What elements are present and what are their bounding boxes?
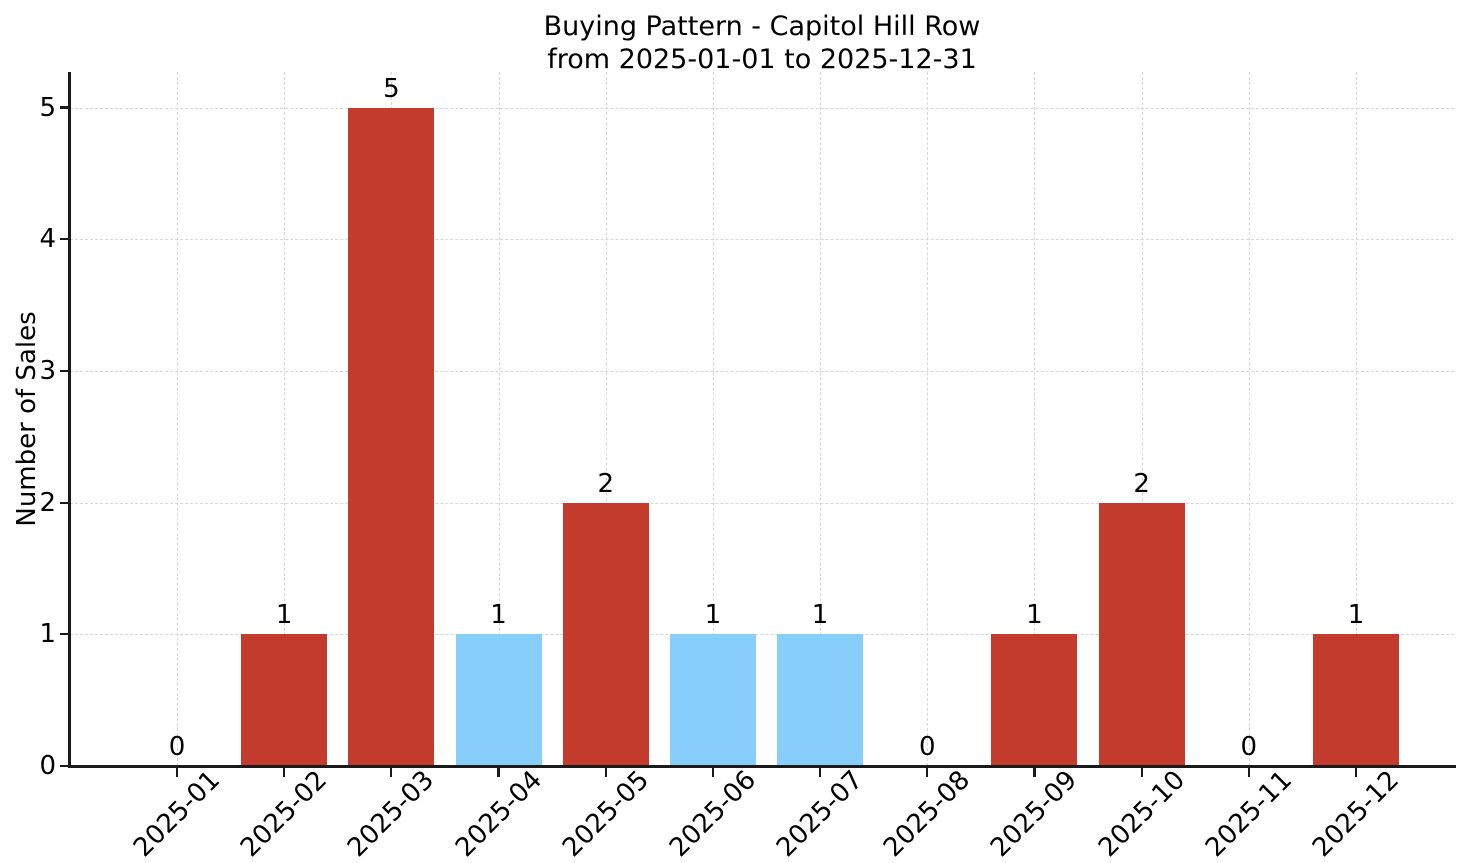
bar-2025-12 [1312,634,1399,766]
grid-line-horizontal [70,502,1454,504]
x-axis-tick [1354,767,1358,777]
grid-line-vertical [927,72,929,766]
grid-line-vertical [1355,72,1357,766]
chart-title-line1: Buying Pattern - Capitol Hill Row [543,11,981,42]
x-axis-tick [926,767,929,777]
x-tick-label: 2025-01 [127,764,227,863]
y-axis-tick [60,369,70,373]
x-tick-label: 2025-10 [1092,764,1191,863]
x-axis-tick [1033,767,1036,777]
chart-title: Buying Pattern - Capitol Hill Row from 2… [70,10,1454,76]
y-tick-label: 2 [39,487,56,518]
grid-line-vertical [498,72,500,766]
y-axis-tick [60,633,70,636]
bar-2025-03 [348,107,435,766]
grid-line-vertical [605,72,607,766]
grid-line-horizontal [70,370,1454,372]
x-axis-tick [1140,767,1143,777]
x-axis-tick [1247,767,1250,777]
x-axis-spine [68,765,1456,768]
x-tick-label: 2025-03 [342,764,441,863]
x-axis-tick [175,767,179,777]
grid-line-vertical [1248,72,1250,766]
y-axis-tick [60,501,70,504]
bar-value-label: 1 [490,600,507,631]
grid-line-horizontal [70,239,1454,241]
y-tick-label: 3 [39,355,56,386]
bar-value-label: 0 [918,732,936,762]
bar-value-label: 1 [1347,600,1365,631]
y-tick-label: 4 [39,224,56,255]
x-axis-tick [711,767,714,777]
x-axis-tick [390,767,393,777]
x-axis-tick [818,767,822,777]
y-axis-tick [60,764,70,768]
bar-value-label: 1 [275,600,293,631]
x-tick-label: 2025-09 [985,764,1084,863]
grid-line-horizontal [70,107,1454,109]
y-tick-label: 0 [39,751,56,781]
y-axis-tick [60,238,70,241]
x-tick-label: 2025-12 [1306,764,1405,863]
x-axis-tick [604,767,607,777]
chart-title-line2: from 2025-01-01 to 2025-12-31 [547,44,977,75]
x-tick-label: 2025-06 [663,764,762,863]
x-tick-label: 2025-02 [235,764,334,863]
grid-line-vertical [177,72,178,766]
y-tick-label: 1 [39,619,56,650]
grid-line-horizontal [70,634,1454,636]
x-tick-label: 2025-07 [771,764,870,863]
x-tick-label: 2025-04 [449,764,548,863]
bar-2025-04 [455,634,542,766]
y-tick-label: 5 [39,92,56,123]
grid-line-vertical [1034,72,1036,766]
grid-line-vertical [1141,72,1143,766]
bar-2025-10 [1098,502,1185,766]
bar-value-label: 5 [383,73,400,104]
bar-2025-06 [669,634,756,766]
bar-2025-05 [562,502,649,766]
x-tick-label: 2025-05 [556,764,655,863]
x-tick-label: 2025-11 [1199,764,1298,863]
bar-2025-07 [777,634,864,766]
bar-value-label: 2 [597,468,614,499]
grid-line-vertical [284,72,286,766]
grid-line-vertical [712,72,714,766]
y-axis-tick [60,106,70,109]
bar-value-label: 2 [1133,468,1150,499]
bar-value-label: 0 [168,732,186,762]
x-axis-tick [283,767,286,777]
bar-2025-02 [241,634,328,766]
x-tick-label: 2025-08 [878,764,977,863]
grid-line-vertical [820,72,822,766]
y-axis-spine [68,72,71,768]
bar-2025-09 [991,634,1078,766]
x-axis-tick [497,767,500,777]
bar-value-label: 1 [704,600,722,631]
bar-value-label: 1 [1026,600,1043,631]
bar-value-label: 0 [1240,732,1258,762]
bar-value-label: 1 [811,600,829,631]
